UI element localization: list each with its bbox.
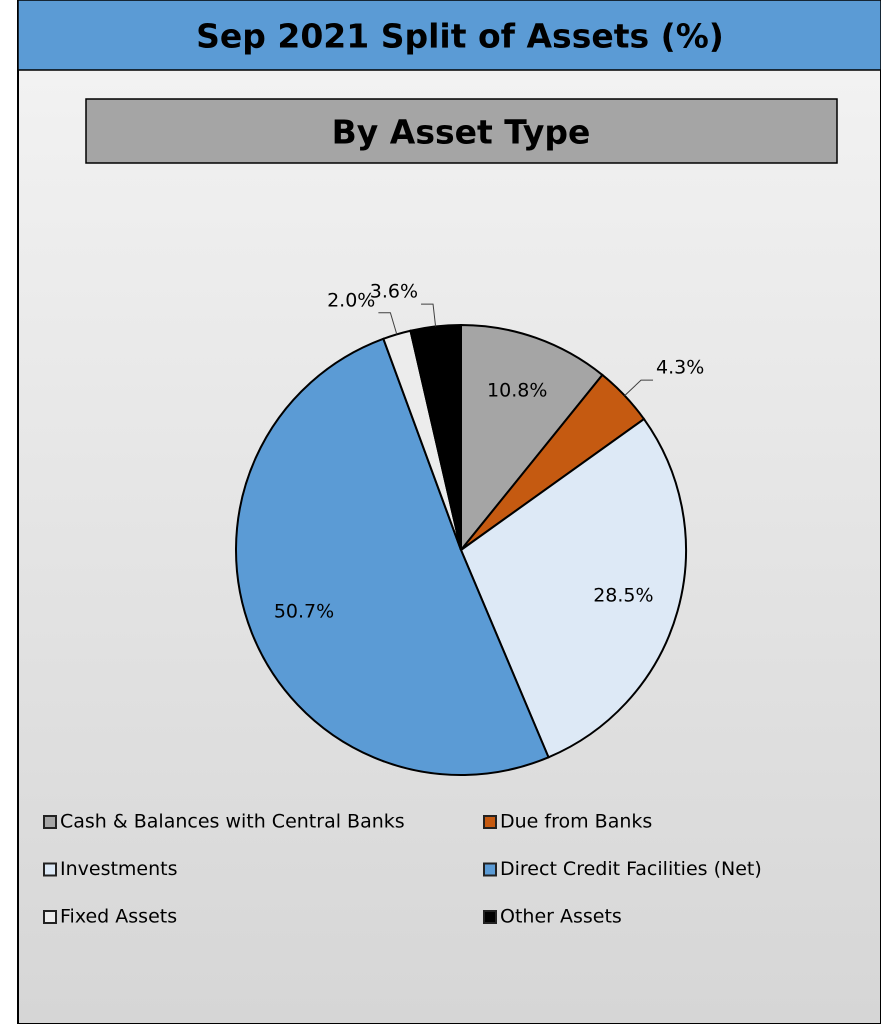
legend-label: Due from Banks [500, 811, 652, 833]
data-label: 50.7% [274, 600, 334, 622]
leader-line [421, 303, 437, 327]
data-label: 28.5% [593, 584, 653, 606]
pie-slice [409, 323, 462, 551]
legend-swatch [43, 815, 57, 829]
pie-slice [459, 417, 687, 759]
legend-swatch [43, 862, 57, 877]
legend-label: Direct Credit Facilities (Net) [500, 858, 762, 880]
data-label: 10.8% [487, 379, 547, 401]
leader-line [378, 312, 398, 335]
data-label: 4.3% [656, 357, 704, 379]
legend-swatch [43, 910, 57, 924]
chart-title: Sep 2021 Split of Assets (%) [196, 17, 724, 56]
pie-slice [460, 323, 604, 553]
pie: 10.8% 4.3% 28.5% 50.7% 2.0%3.6% [235, 281, 704, 776]
legend-swatch [483, 862, 497, 877]
chart-subtitle: By Asset Type [332, 113, 591, 152]
data-label: 3.6% [370, 281, 418, 303]
legend: Cash & Balances with Central Banks Due fr… [43, 811, 762, 928]
title-band [17, 0, 881, 71]
legend-swatch [483, 815, 497, 829]
legend-label: Other Assets [500, 906, 622, 928]
subtitle-box [85, 98, 838, 164]
pie-slice [235, 337, 550, 776]
leader-line [624, 379, 654, 396]
legend-label: Cash & Balances with Central Banks [60, 811, 405, 833]
legend-label: Investments [60, 858, 178, 880]
legend-label: Fixed Assets [60, 906, 177, 928]
legend-swatch [483, 910, 497, 924]
data-label: 2.0% [327, 289, 375, 311]
